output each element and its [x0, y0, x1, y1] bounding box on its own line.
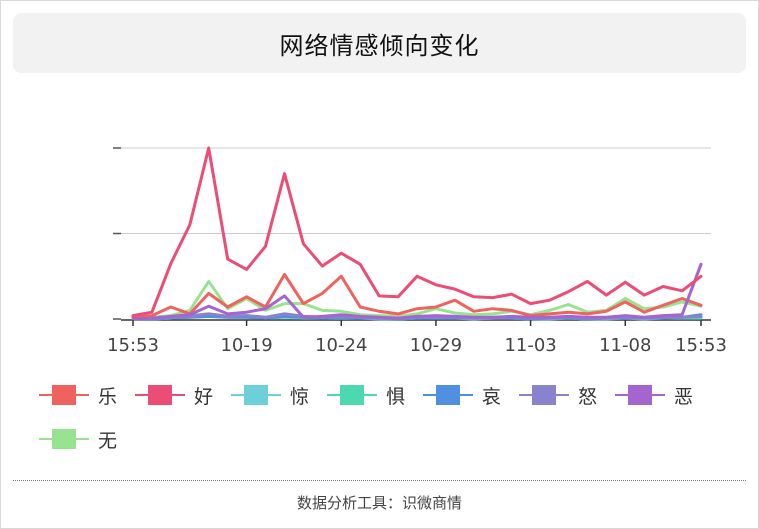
legend-swatch — [615, 381, 665, 409]
series-line-1 — [131, 146, 703, 318]
legend-label: 好 — [194, 385, 214, 408]
legend-label: 无 — [98, 429, 118, 452]
series-line-6 — [131, 262, 703, 321]
legend-item[interactable]: 好 — [135, 381, 213, 409]
footer-divider — [13, 480, 746, 481]
legend-swatch — [39, 425, 89, 453]
x-tick-label: 10-19 — [220, 335, 272, 356]
legend-item[interactable]: 无 — [39, 425, 117, 453]
legend-item[interactable]: 惊 — [231, 381, 309, 409]
legend-swatch — [423, 381, 473, 409]
legend-label: 恶 — [674, 385, 694, 408]
chart-title: 网络情感倾向变化 — [279, 31, 480, 60]
legend-item[interactable]: 恶 — [615, 381, 693, 409]
x-tick-label: 11-08 — [599, 335, 651, 356]
x-tick-label: 15:53 — [107, 335, 159, 356]
x-tick-label: 11-03 — [504, 335, 556, 356]
legend-swatch — [231, 381, 281, 409]
legend-label: 乐 — [98, 385, 118, 408]
legend-label: 怒 — [578, 385, 598, 408]
footer-note: 数据分析工具：识微商情 — [296, 494, 462, 512]
legend-item[interactable]: 惧 — [327, 381, 405, 409]
legend-swatch — [39, 381, 89, 409]
x-tick-label: 10-24 — [315, 335, 367, 356]
legend-swatch — [519, 381, 569, 409]
legend-swatch — [135, 381, 185, 409]
x-tick-label: 15:53 — [675, 335, 727, 356]
legend-swatch — [327, 381, 377, 409]
legend-label: 惧 — [386, 385, 406, 408]
sentiment-line-chart: 15:53 10-19 10-24 10-29 11-03 11-08 15:53 — [107, 146, 727, 356]
series-line-0 — [131, 273, 703, 319]
legend-item[interactable]: 哀 — [423, 381, 501, 409]
legend-label: 惊 — [290, 385, 310, 408]
legend-item[interactable]: 怒 — [519, 381, 597, 409]
title-bar: 网络情感倾向变化 — [13, 13, 746, 73]
legend-item[interactable]: 乐 — [39, 381, 117, 409]
x-tick-label: 10-29 — [410, 335, 462, 356]
legend-label: 哀 — [482, 385, 502, 408]
